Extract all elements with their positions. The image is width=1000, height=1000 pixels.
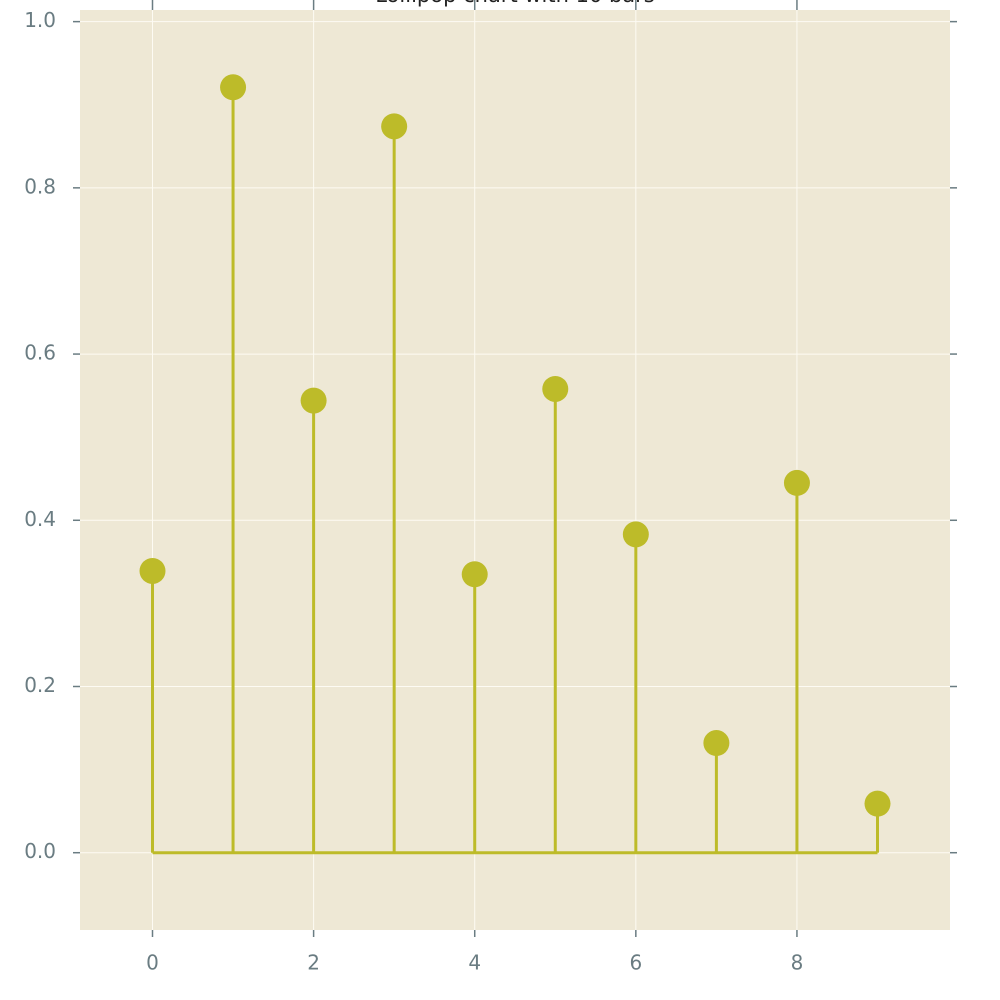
marker [300,387,327,414]
marker [461,561,488,588]
marker [783,469,810,496]
chart-title: Lollipop chart with 10 bars [375,0,655,7]
y-tick-label: 0.6 [24,341,56,365]
marker [542,375,569,402]
x-tick-label: 2 [307,951,320,975]
marker [864,790,891,817]
x-tick-label: 0 [146,951,159,975]
plot-area [80,10,950,930]
marker [220,74,247,101]
y-tick-label: 0.4 [24,507,56,531]
x-tick-label: 6 [629,951,642,975]
y-tick-label: 0.0 [24,839,56,863]
x-tick-label: 8 [791,951,804,975]
marker [622,521,649,548]
marker [139,557,166,584]
x-tick-label: 4 [468,951,481,975]
y-tick-label: 1.0 [24,8,56,32]
marker [381,113,408,140]
marker [703,730,730,757]
y-tick-label: 0.8 [24,174,56,198]
y-tick-label: 0.2 [24,673,56,697]
